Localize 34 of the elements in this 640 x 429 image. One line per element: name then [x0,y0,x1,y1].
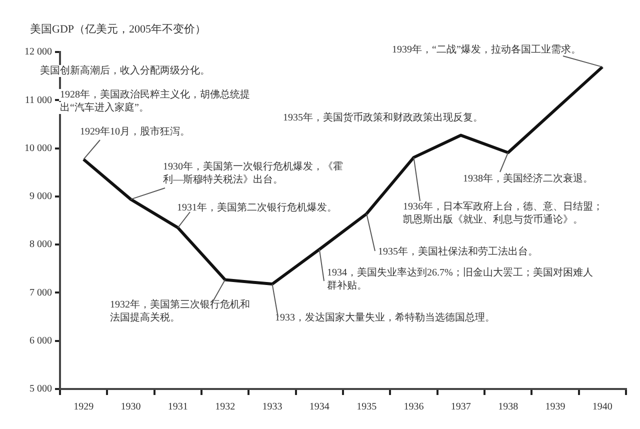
annotation: 1939年，“二战”爆发，拉动各国工业需求。 [392,44,581,56]
y-axis-title: 美国GDP（亿美元，2005年不变价） [30,22,206,36]
annotation: 1934，美国失业率达到26.7%；旧金山大罢工；美国对困难人群补贴。 [327,266,593,292]
annotation: 1935年，美国货币政策和财政政策出现反复。 [283,112,483,124]
y-tick-label: 11 000 [24,94,52,106]
x-tick-label: 1929 [74,402,94,413]
annotation: 1930年，美国第一次银行危机爆发，《霍利—斯穆特关税法》出台。 [163,160,343,186]
x-tick-label: 1935 [356,402,377,413]
y-tick-label: 12 000 [24,46,52,58]
x-tick-label: 1940 [592,402,612,413]
x-tick-label: 1931 [168,402,188,413]
annotation: 1931年，美国第二次银行危机爆发。 [177,202,337,214]
y-tick-label: 7 000 [30,287,52,298]
annotation: 1935年，美国社保法和劳工法出台。 [378,246,538,258]
annotation: 1936年，日本军政府上台，德、意、日结盟；凯恩斯出版《就业、利息与货币通论》。 [403,200,603,226]
x-tick-label: 1934 [309,402,330,413]
annotation: 1933，发达国家大量失业，希特勒当选德国总理。 [275,312,495,324]
annotation: 1938年，美国经济二次衰退。 [463,172,593,185]
y-tick-label: 9 000 [30,191,52,202]
annotation: 1929年10月，股市狂泻。 [80,126,190,138]
x-tick-label: 1936 [404,402,424,413]
y-tick-label: 5 000 [30,384,52,395]
y-tick-label: 8 000 [30,239,52,250]
x-tick-label: 1930 [120,402,141,413]
annotation: 1932年，美国第三次银行危机和法国提高关税。 [110,298,250,324]
x-tick-label: 1933 [262,402,282,413]
x-tick-label: 1937 [450,402,471,413]
annotation: 美国创新高潮后，收入分配两级分化。 [40,64,210,77]
y-tick-label: 6 000 [30,335,52,346]
x-tick-label: 1932 [215,402,236,413]
x-tick-label: 1938 [498,402,518,413]
x-tick-label: 1939 [545,402,566,413]
annotation: 1928年，美国政治民粹主义化，胡佛总统提出“汽车进入家庭”。 [60,88,250,114]
y-tick-label: 10 000 [24,142,52,154]
